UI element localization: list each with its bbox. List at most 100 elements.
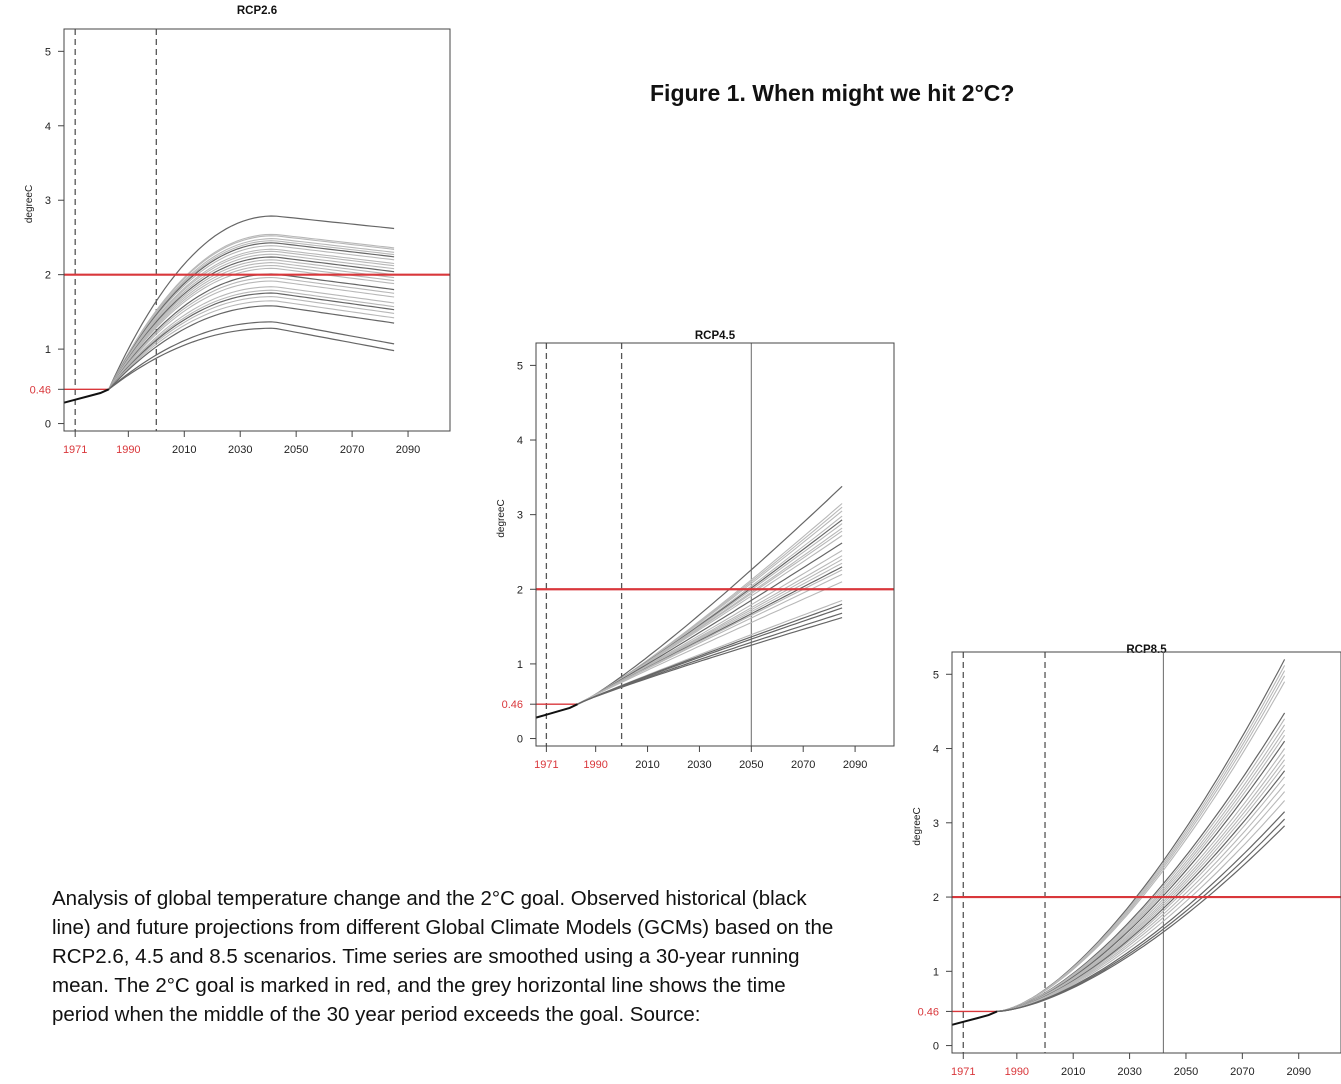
y-tick-label-baseline: 0.46 <box>30 384 51 396</box>
observed-series-line <box>951 1010 998 1026</box>
y-axis-label: degreeC <box>24 185 35 223</box>
chart-panel-rcp26: RCP2.6 degreeC 0 1 2 3 4 5 0.46 1971 1990 2010 2030 2… <box>0 0 460 470</box>
figure-title: Figure 1. When might we hit 2°C? <box>650 80 1015 106</box>
y-tick-label: 1 <box>933 966 939 978</box>
x-tick-label: 2050 <box>284 444 308 456</box>
y-axis-label: degreeC <box>496 499 507 537</box>
projection-series-line <box>997 734 1286 1012</box>
chart-title: RCP8.5 <box>1126 644 1167 656</box>
projection-series-line <box>108 245 395 390</box>
projection-series-line <box>997 825 1286 1012</box>
projection-series-line <box>997 675 1286 1012</box>
observed-series-line <box>63 388 110 404</box>
x-tick-label: 2090 <box>396 444 420 456</box>
projection-series-line <box>108 300 395 390</box>
projection-series-line <box>997 681 1286 1012</box>
projection-series-line <box>997 665 1286 1012</box>
projection-series-line <box>108 240 395 390</box>
plot-frame <box>951 651 1341 1054</box>
projection-series-line <box>997 724 1286 1012</box>
projection-series-line <box>108 262 395 390</box>
observed-series-line <box>535 703 578 719</box>
x-tick-label: 2010 <box>1061 1066 1085 1078</box>
y-tick-label: 3 <box>517 510 523 522</box>
chart-title: RCP2.6 <box>237 5 277 17</box>
chart-rcp26-svg: RCP2.6 degreeC 0 1 2 3 4 5 0.46 1971 1990 2010 2030 2… <box>24 5 451 456</box>
x-tick-label: 2010 <box>635 759 659 771</box>
x-tick-label: 2070 <box>1230 1066 1254 1078</box>
x-tick-label: 2050 <box>739 759 763 771</box>
projection-series-line <box>997 718 1286 1012</box>
projection-series-line <box>108 250 395 390</box>
y-tick-label: 2 <box>933 892 939 904</box>
x-tick-label: 2090 <box>843 759 867 771</box>
projection-series-line <box>108 253 395 390</box>
plot-frame <box>535 342 895 747</box>
plot-frame <box>63 28 451 432</box>
y-tick-label: 1 <box>45 344 51 356</box>
projection-series-line <box>108 267 395 390</box>
projection-series-line <box>577 542 843 705</box>
y-tick-label: 3 <box>933 818 939 830</box>
y-tick-label: 0 <box>45 419 51 431</box>
projection-series-line <box>108 276 395 390</box>
y-tick-label: 4 <box>933 744 939 756</box>
x-tick-label: 2010 <box>172 444 196 456</box>
chart-rcp45-svg: RCP4.5 degreeC 0 1 2 3 4 5 0.46 1971 1990 2010 2030 2… <box>496 330 895 771</box>
projection-series-line <box>577 573 843 705</box>
y-tick-label: 5 <box>933 669 939 681</box>
projection-series-line <box>577 607 843 705</box>
projection-series-line <box>997 740 1286 1012</box>
y-tick-label: 5 <box>517 360 523 372</box>
projection-series-line <box>577 515 843 705</box>
y-tick-label: 2 <box>517 584 523 596</box>
projection-series-line <box>108 242 395 390</box>
projection-series-line <box>108 259 395 390</box>
projection-series-line <box>997 729 1286 1012</box>
x-tick-label: 1990 <box>116 444 140 456</box>
projection-series-line <box>108 305 395 390</box>
projection-series-line <box>577 527 843 705</box>
x-tick-label: 2090 <box>1286 1066 1310 1078</box>
figure-caption: Analysis of global temperature change an… <box>52 887 834 1026</box>
projection-series-line <box>108 238 395 390</box>
chart-panel-rcp85: RCP8.5 degreeC 0 1 2 3 4 5 0.46 1971 1990 2010 2030 2… <box>888 640 1341 1084</box>
y-tick-label: 5 <box>45 46 51 58</box>
projection-series-line <box>108 248 395 390</box>
y-tick-label: 4 <box>45 121 51 133</box>
x-tick-label: 2030 <box>228 444 252 456</box>
y-tick-label: 4 <box>517 435 523 447</box>
projection-series-line <box>108 256 395 390</box>
x-tick-label: 2050 <box>1174 1066 1198 1078</box>
projection-series-line <box>577 581 843 705</box>
y-tick-label: 3 <box>45 195 51 207</box>
x-tick-label: 2030 <box>1117 1066 1141 1078</box>
projection-series-line <box>108 215 395 390</box>
projection-series-line <box>997 800 1286 1012</box>
y-tick-label-baseline: 0.46 <box>918 1006 939 1018</box>
projection-series-line <box>108 321 395 390</box>
y-tick-label: 0 <box>517 734 523 746</box>
y-tick-label: 1 <box>517 659 523 671</box>
projection-series-line <box>577 617 843 705</box>
chart-rcp85-svg: RCP8.5 degreeC 0 1 2 3 4 5 0.46 1971 1990 2010 2030 2… <box>912 644 1341 1078</box>
x-tick-label: 1971 <box>951 1066 975 1078</box>
chart-title: RCP4.5 <box>695 330 736 342</box>
x-tick-label: 1990 <box>583 759 607 771</box>
y-tick-label: 0 <box>933 1041 939 1053</box>
projection-series-line <box>108 235 395 390</box>
projection-series-line <box>108 296 395 390</box>
chart-panel-rcp45: RCP4.5 degreeC 0 1 2 3 4 5 0.46 1971 1990 2010 2030 2… <box>446 326 906 776</box>
projection-series-line <box>108 280 395 390</box>
x-tick-label: 1971 <box>534 759 558 771</box>
y-tick-label: 2 <box>45 270 51 282</box>
projection-series-line <box>108 327 395 390</box>
x-tick-label: 1990 <box>1005 1066 1029 1078</box>
x-tick-label: 1971 <box>63 444 87 456</box>
projection-series-line <box>108 289 395 390</box>
x-tick-label: 2070 <box>791 759 815 771</box>
projection-series-line <box>577 503 843 705</box>
y-tick-label-baseline: 0.46 <box>502 699 523 711</box>
x-tick-label: 2030 <box>687 759 711 771</box>
projection-series-line <box>577 485 843 705</box>
